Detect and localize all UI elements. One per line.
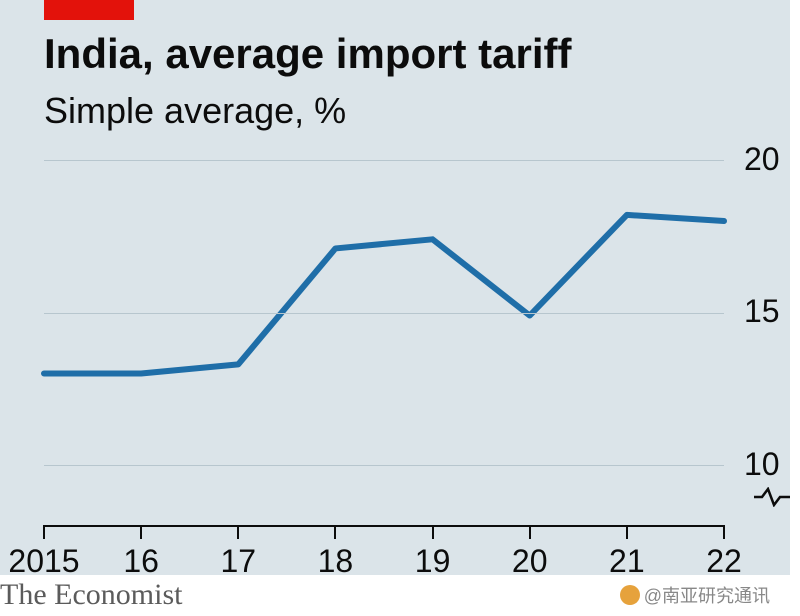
watermark-text: @南亚研究通讯 bbox=[644, 582, 770, 608]
x-tick bbox=[626, 525, 628, 539]
watermark: @南亚研究通讯 bbox=[620, 582, 770, 608]
plot-area: 101520201516171819202122 bbox=[44, 160, 724, 465]
gridline bbox=[44, 313, 724, 314]
accent-tag bbox=[44, 0, 134, 20]
x-tick bbox=[529, 525, 531, 539]
x-axis-label: 20 bbox=[512, 543, 548, 580]
x-axis-label: 21 bbox=[609, 543, 645, 580]
x-axis-baseline bbox=[44, 525, 724, 527]
chart-title: India, average import tariff bbox=[44, 30, 571, 78]
x-tick bbox=[723, 525, 725, 539]
y-axis-label: 20 bbox=[744, 141, 780, 178]
x-tick bbox=[334, 525, 336, 539]
x-axis-label: 18 bbox=[318, 543, 354, 580]
x-tick bbox=[140, 525, 142, 539]
source-label: The Economist bbox=[0, 578, 182, 612]
x-axis-label: 16 bbox=[123, 543, 159, 580]
x-axis-label: 19 bbox=[415, 543, 451, 580]
gridline bbox=[44, 465, 724, 466]
x-tick bbox=[237, 525, 239, 539]
x-tick bbox=[43, 525, 45, 539]
x-axis-label: 22 bbox=[706, 543, 742, 580]
chart-container: India, average import tariff Simple aver… bbox=[0, 0, 790, 575]
y-axis-label: 10 bbox=[744, 446, 780, 483]
axis-break-icon bbox=[754, 487, 790, 507]
chart-subtitle: Simple average, % bbox=[44, 90, 346, 132]
y-axis-label: 15 bbox=[744, 293, 780, 330]
x-axis-label: 2015 bbox=[8, 543, 79, 580]
watermark-icon bbox=[620, 585, 640, 605]
gridline bbox=[44, 160, 724, 161]
x-axis-label: 17 bbox=[220, 543, 256, 580]
x-tick bbox=[432, 525, 434, 539]
